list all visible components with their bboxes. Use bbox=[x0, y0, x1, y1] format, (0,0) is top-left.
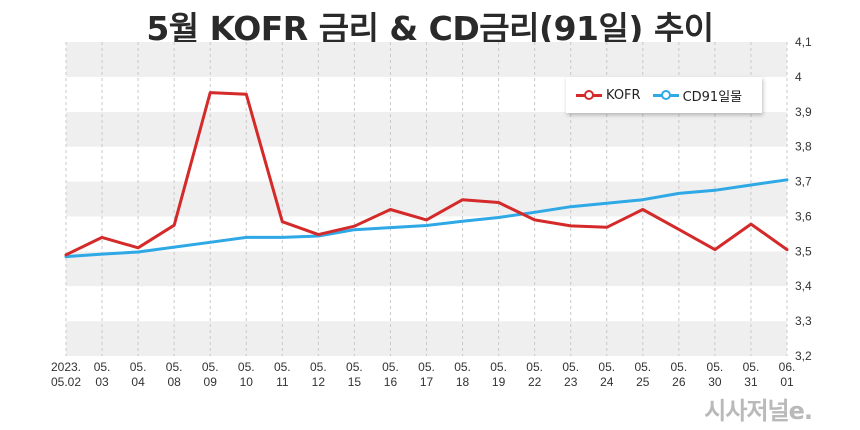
grid-band bbox=[66, 251, 787, 287]
legend-label-cd91: CD91일물 bbox=[682, 89, 743, 105]
y-tick-label: 3,4 bbox=[795, 279, 812, 293]
grid-band bbox=[66, 42, 787, 77]
legend-item-cd91: CD91일물 bbox=[652, 86, 743, 105]
x-tick-label: 09 bbox=[204, 375, 218, 389]
y-tick-label: 3,6 bbox=[795, 209, 812, 223]
x-tick-label: 03 bbox=[95, 375, 109, 389]
x-tick-label: 05. bbox=[274, 360, 291, 374]
x-tick-label: 26 bbox=[672, 375, 686, 389]
x-tick-label: 05. bbox=[598, 360, 615, 374]
y-tick-label: 3,8 bbox=[795, 140, 812, 154]
y-tick-label: 3,3 bbox=[795, 314, 812, 328]
y-tick-label: 3,7 bbox=[795, 175, 812, 189]
y-tick-label: 3,2 bbox=[795, 349, 812, 363]
y-tick-label: 3,9 bbox=[795, 105, 812, 119]
series-line-cd91 bbox=[64, 178, 789, 259]
x-tick-label: 2023. bbox=[51, 360, 81, 374]
legend-swatch-cd91 bbox=[652, 90, 679, 100]
x-tick-label: 05. bbox=[382, 360, 399, 374]
x-tick-label: 01 bbox=[780, 375, 794, 389]
grid-band bbox=[66, 286, 787, 322]
x-tick-label: 17 bbox=[420, 375, 434, 389]
x-tick-label: 16 bbox=[384, 375, 398, 389]
x-tick-label: 30 bbox=[708, 375, 722, 389]
x-axis: 2023.05.0205.0305.0405.0805.0905.1005.11… bbox=[51, 360, 795, 389]
x-tick-label: 15 bbox=[348, 375, 362, 389]
x-tick-label: 08 bbox=[167, 375, 181, 389]
y-tick-label: 4 bbox=[795, 70, 802, 84]
x-tick-label: 05. bbox=[490, 360, 507, 374]
publisher-logo: 시사저널e. bbox=[704, 397, 813, 425]
legend-label-kofr: KOFR bbox=[606, 87, 641, 103]
x-tick-label: 05. bbox=[671, 360, 688, 374]
x-tick-label: 19 bbox=[492, 375, 506, 389]
x-tick-label: 31 bbox=[744, 375, 758, 389]
x-tick-label: 05.02 bbox=[51, 375, 81, 389]
x-tick-label: 05. bbox=[94, 360, 111, 374]
x-tick-label: 12 bbox=[312, 375, 326, 389]
series-line-kofr bbox=[64, 91, 789, 257]
x-tick-label: 11 bbox=[276, 375, 289, 389]
x-tick-label: 05. bbox=[634, 360, 651, 374]
series-lines bbox=[64, 91, 789, 259]
vertical-gridlines bbox=[65, 42, 788, 356]
x-tick-label: 22 bbox=[528, 375, 542, 389]
chart-title: 5월 KOFR 금리 & CD금리(91일) 추이 bbox=[146, 9, 714, 48]
x-tick-label: 06. bbox=[779, 360, 796, 374]
x-tick-label: 05. bbox=[562, 360, 579, 374]
x-tick-label: 05. bbox=[526, 360, 543, 374]
x-tick-label: 05. bbox=[743, 360, 760, 374]
x-tick-label: 05. bbox=[238, 360, 255, 374]
y-tick-label: 4,1 bbox=[795, 35, 812, 49]
x-tick-label: 05. bbox=[418, 360, 435, 374]
x-tick-label: 05. bbox=[707, 360, 724, 374]
x-tick-label: 18 bbox=[456, 375, 470, 389]
x-tick-label: 10 bbox=[240, 375, 254, 389]
x-tick-label: 05. bbox=[130, 360, 147, 374]
legend-swatch-kofr bbox=[576, 90, 602, 100]
y-axis: 3,2 3,3 3,4 3,5 3,6 3,7 3,8 3,9 4 4,1 bbox=[795, 35, 812, 363]
x-tick-label: 05. bbox=[454, 360, 471, 374]
x-tick-label: 24 bbox=[600, 375, 614, 389]
x-tick-label: 05. bbox=[166, 360, 183, 374]
x-tick-label: 23 bbox=[564, 375, 578, 389]
x-tick-label: 05. bbox=[202, 360, 219, 374]
grid-band bbox=[66, 111, 787, 147]
legend: KOFR CD91일물 bbox=[566, 77, 762, 113]
x-tick-label: 04 bbox=[131, 375, 145, 389]
x-tick-label: 25 bbox=[636, 375, 650, 389]
y-tick-label: 3,5 bbox=[795, 244, 812, 258]
x-tick-label: 05. bbox=[346, 360, 363, 374]
x-tick-label: 05. bbox=[310, 360, 327, 374]
legend-item-kofr: KOFR bbox=[576, 88, 641, 103]
